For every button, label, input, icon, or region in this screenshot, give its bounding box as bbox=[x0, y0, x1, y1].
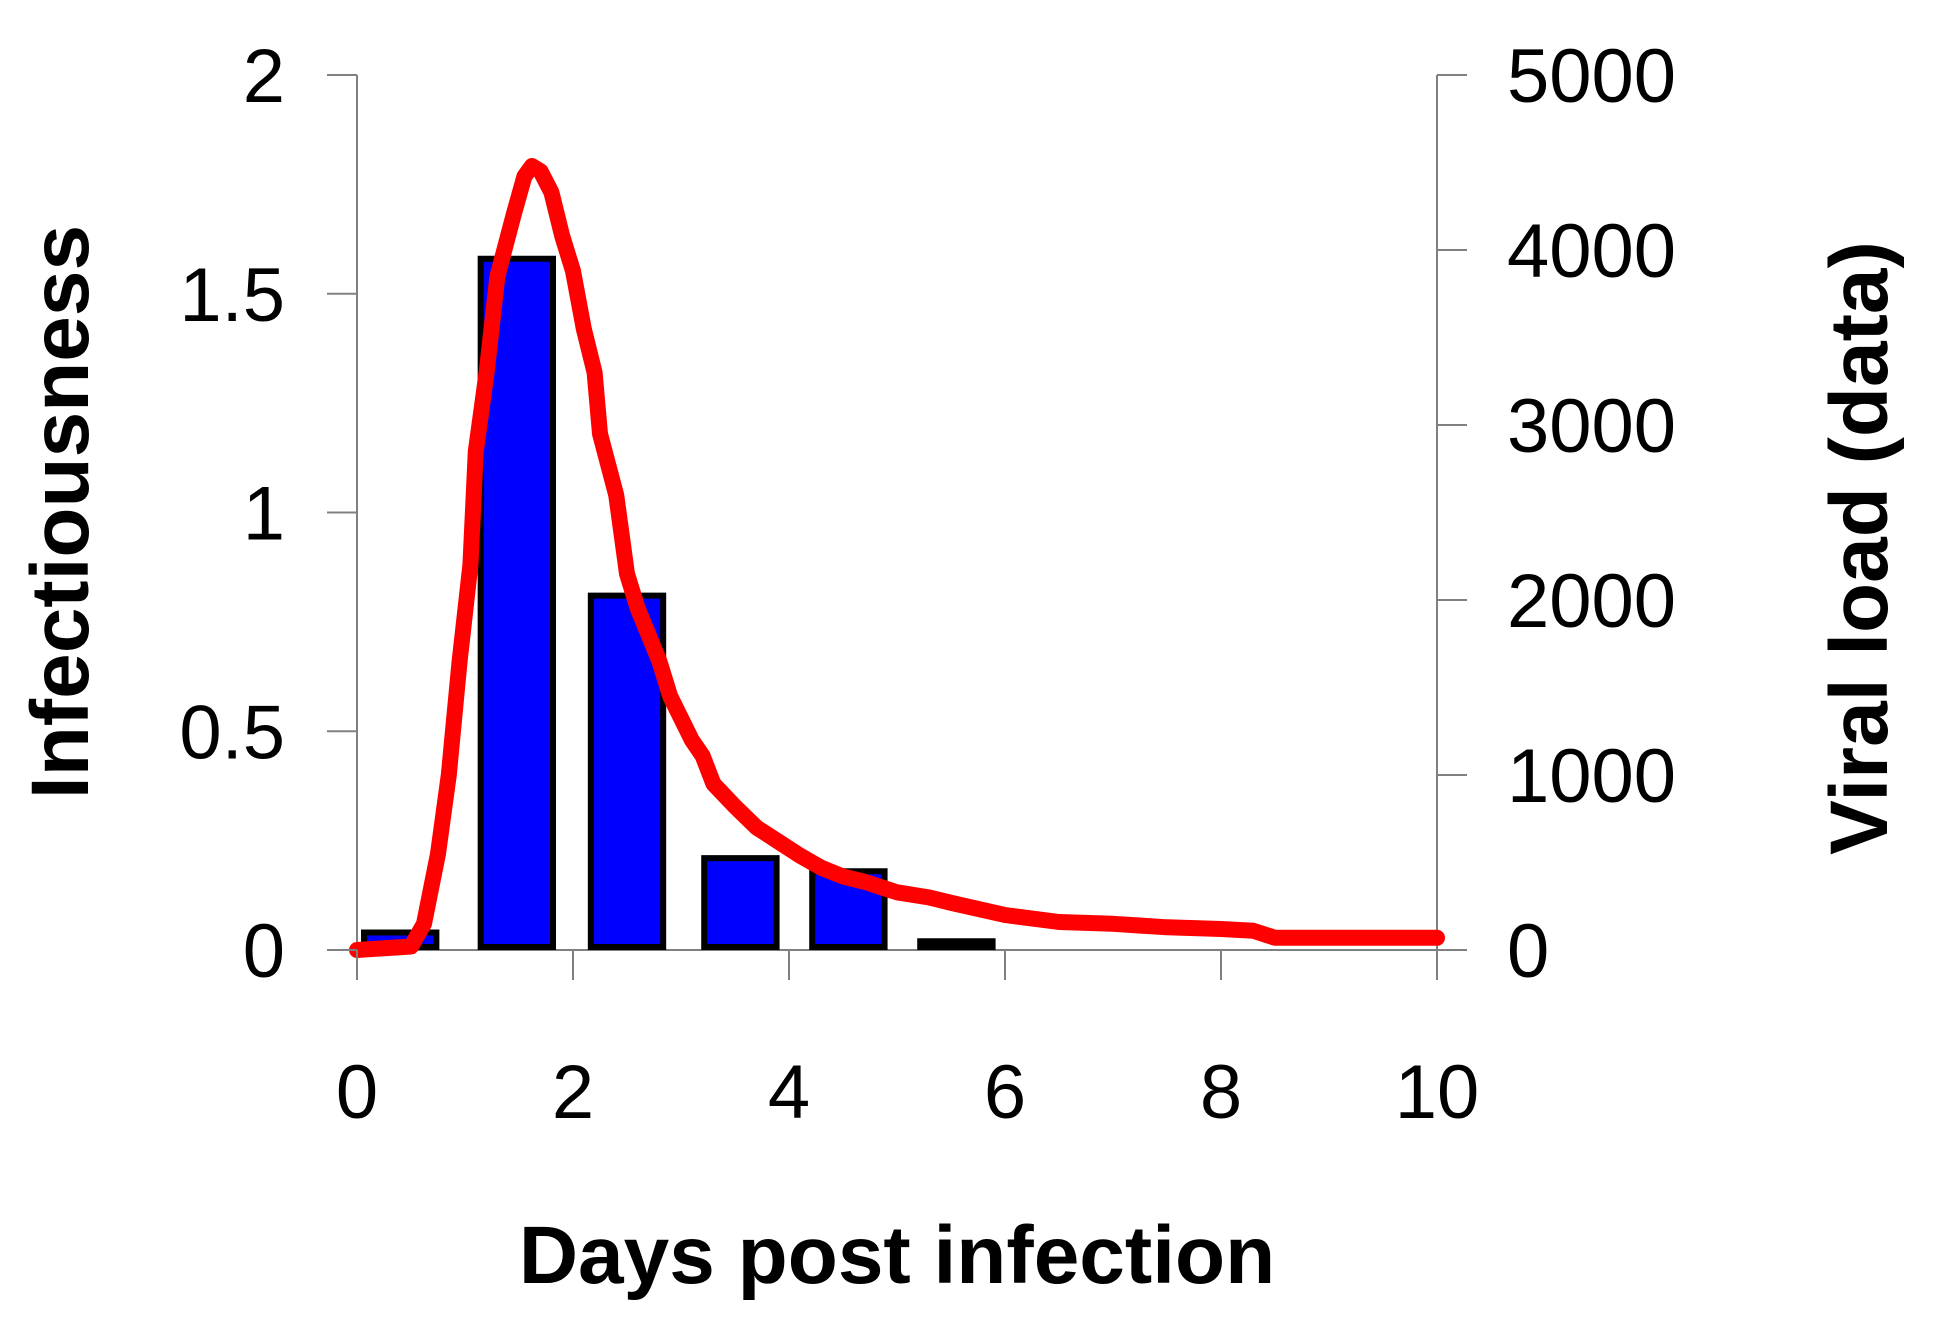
x-tick-label: 0 bbox=[336, 1050, 378, 1135]
x-tick-label: 10 bbox=[1395, 1050, 1480, 1135]
left-y-axis-title: Infectiousness bbox=[15, 225, 106, 799]
y-right-tick-label: 1000 bbox=[1507, 734, 1676, 819]
x-tick-label: 8 bbox=[1200, 1050, 1242, 1135]
y-right-tick-label: 5000 bbox=[1507, 34, 1676, 119]
infectiousness-bar bbox=[917, 938, 996, 950]
x-tick-label: 2 bbox=[552, 1050, 594, 1135]
viral-load-line bbox=[349, 158, 1445, 958]
x-axis-title: Days post infection bbox=[519, 1210, 1275, 1301]
y-left-tick-label: 0.5 bbox=[179, 690, 285, 775]
ticks: 0 2 4 6 8 10 0 0.5 1 1.5 2 0 1000 2000 3000 4000 5000 bbox=[179, 34, 1676, 1135]
y-right-tick-label: 4000 bbox=[1507, 209, 1676, 294]
infectiousness-bar bbox=[701, 855, 780, 950]
y-left-tick-label: 0 bbox=[243, 909, 285, 994]
y-left-tick-label: 1.5 bbox=[179, 253, 285, 338]
y-left-tick-label: 1 bbox=[243, 472, 285, 557]
y-right-tick-label: 0 bbox=[1507, 909, 1549, 994]
y-right-tick-label: 3000 bbox=[1507, 384, 1676, 469]
y-left-tick-label: 2 bbox=[243, 34, 285, 119]
viral-load-series bbox=[349, 158, 1445, 958]
right-y-axis-title: Viral load (data) bbox=[1814, 241, 1905, 855]
x-tick-label: 6 bbox=[984, 1050, 1026, 1135]
x-tick-label: 4 bbox=[768, 1050, 810, 1135]
y-right-tick-label: 2000 bbox=[1507, 559, 1676, 644]
